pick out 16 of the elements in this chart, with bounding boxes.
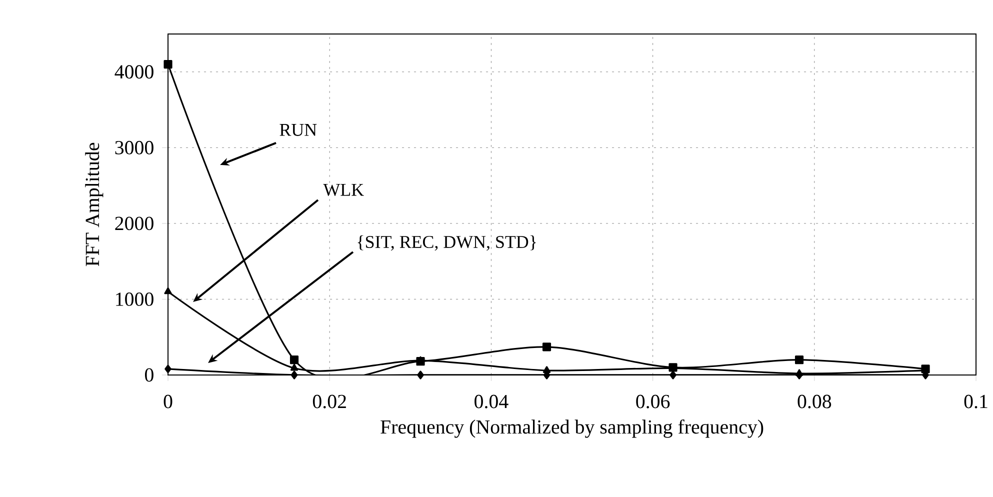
y-tick-label: 1000 bbox=[116, 292, 154, 306]
y-axis-title: FFT Amplitude bbox=[85, 142, 104, 266]
y-tick-label: 0 bbox=[144, 368, 154, 382]
y-tick-label: 2000 bbox=[115, 216, 154, 230]
y-tick-label: 4000 bbox=[114, 65, 154, 79]
x-tick-label: 0.1 bbox=[964, 394, 988, 408]
annotation: RUN bbox=[280, 124, 317, 136]
annotation: {SIT, REC, DWN, STD} bbox=[358, 235, 536, 251]
x-tick-label: 0.06 bbox=[636, 394, 670, 408]
x-axis-title: Frequency (Normalized by sampling frequency) bbox=[380, 419, 764, 438]
x-tick-label: 0.04 bbox=[474, 394, 508, 408]
x-tick-label: 0.08 bbox=[798, 394, 832, 408]
annotation: WLK bbox=[323, 184, 364, 196]
x-tick-label: 0.02 bbox=[312, 394, 346, 408]
y-tick-label: 3000 bbox=[115, 140, 154, 154]
x-tick-label: 0 bbox=[164, 394, 172, 408]
